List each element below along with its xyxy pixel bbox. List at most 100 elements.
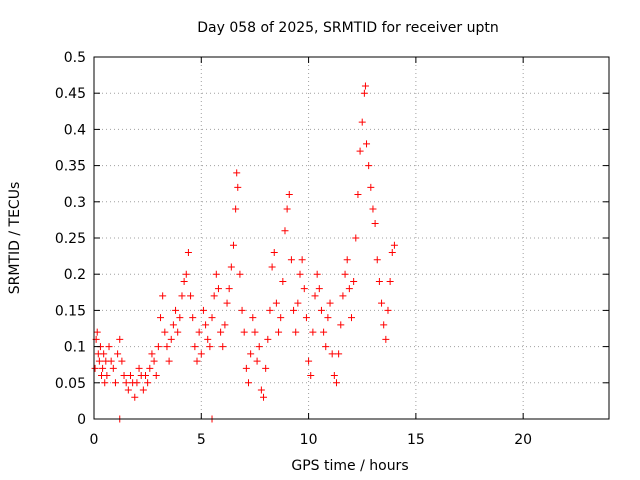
data-point <box>268 263 276 271</box>
data-point <box>142 372 149 380</box>
data-point <box>272 299 280 307</box>
y-tick-label: 0.2 <box>64 267 86 283</box>
data-point <box>270 248 278 256</box>
data-point <box>285 191 293 199</box>
data-point <box>277 314 285 322</box>
data-point <box>229 241 237 249</box>
data-point <box>384 306 392 314</box>
data-point <box>135 364 143 372</box>
data-point <box>283 205 291 213</box>
data-point <box>100 350 108 358</box>
data-point <box>386 277 394 285</box>
data-point <box>227 263 235 271</box>
data-point <box>388 248 396 256</box>
data-point <box>208 314 216 322</box>
data-point <box>174 328 182 336</box>
data-point <box>257 386 265 394</box>
data-point <box>219 343 227 351</box>
data-point <box>225 285 233 293</box>
data-point <box>290 306 298 314</box>
data-point <box>204 335 212 343</box>
data-point <box>176 314 184 322</box>
y-tick-label: 0.1 <box>64 340 86 356</box>
data-point <box>247 350 255 358</box>
data-point <box>251 328 259 336</box>
data-point <box>292 328 300 336</box>
data-point <box>99 364 107 372</box>
data-point <box>302 314 310 322</box>
data-point <box>126 372 134 380</box>
data-point <box>296 270 304 278</box>
data-point <box>309 328 317 336</box>
data-point <box>365 162 373 170</box>
data-point <box>375 277 383 285</box>
data-point <box>221 321 229 329</box>
data-point <box>320 328 328 336</box>
data-point <box>300 285 308 293</box>
y-tick-label: 0.5 <box>64 50 86 66</box>
data-point <box>193 357 201 365</box>
data-point <box>146 364 154 372</box>
data-point <box>197 350 205 358</box>
data-point <box>324 314 332 322</box>
y-tick-label: 0.25 <box>55 231 86 247</box>
data-point <box>236 270 244 278</box>
data-point <box>133 379 141 387</box>
data-point <box>167 335 175 343</box>
data-point <box>313 270 321 278</box>
grid <box>94 57 609 419</box>
x-tick-label: 20 <box>514 432 532 448</box>
data-point <box>234 183 242 191</box>
data-point <box>107 357 115 365</box>
data-point <box>161 328 169 336</box>
x-tick-label: 0 <box>90 432 99 448</box>
data-point <box>139 386 147 394</box>
data-point <box>148 350 156 358</box>
data-point <box>101 379 109 387</box>
data-point <box>178 292 186 300</box>
data-point <box>298 256 306 264</box>
data-point <box>172 306 180 314</box>
data-point <box>187 292 195 300</box>
data-point <box>328 350 336 358</box>
data-point <box>111 379 119 387</box>
data-point <box>93 328 101 336</box>
data-point <box>294 299 302 307</box>
data-point <box>345 285 353 293</box>
data-point <box>341 270 349 278</box>
data-point <box>131 393 139 401</box>
data-point <box>159 292 167 300</box>
data-point <box>150 357 158 365</box>
data-point <box>253 357 261 365</box>
data-point <box>322 343 330 351</box>
y-tick-label: 0.15 <box>55 303 86 319</box>
y-tick-label: 0.35 <box>55 159 86 175</box>
data-point <box>337 321 345 329</box>
data-point <box>195 328 203 336</box>
data-point <box>315 285 323 293</box>
data-point <box>154 343 162 351</box>
data-point <box>373 256 381 264</box>
data-point <box>103 372 111 380</box>
data-point <box>317 306 325 314</box>
data-point <box>95 357 103 365</box>
x-tick-label: 10 <box>300 432 318 448</box>
data-point <box>144 379 152 387</box>
data-point <box>202 321 210 329</box>
data-point <box>287 256 295 264</box>
data-point <box>120 372 128 380</box>
data-point <box>311 292 319 300</box>
data-point <box>238 306 246 314</box>
data-point <box>165 357 173 365</box>
data-point <box>305 357 313 365</box>
data-point <box>212 270 220 278</box>
data-point <box>240 328 248 336</box>
data-point <box>326 299 334 307</box>
data-point <box>105 343 113 351</box>
data-point <box>184 248 192 256</box>
data-point <box>157 314 165 322</box>
data-point <box>245 379 252 387</box>
data-point <box>343 256 351 264</box>
data-point <box>378 299 386 307</box>
